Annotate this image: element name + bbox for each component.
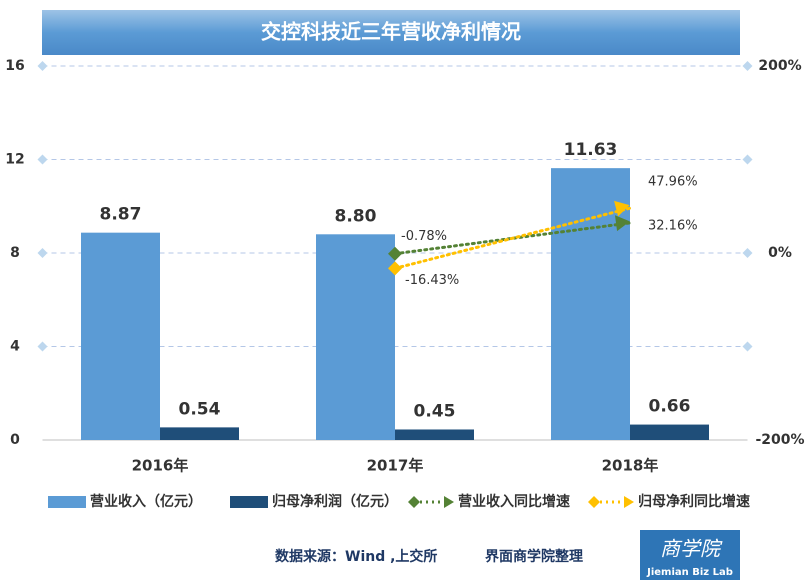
y-tick-label: 4 [10,339,20,355]
legend-label: 归母净利润（亿元） [272,493,398,510]
arrow-marker [614,215,630,232]
y-tick-label: 16 [5,58,24,74]
logo-text: Jiemian Biz Lab [646,567,733,578]
bar-label: 0.45 [414,401,456,421]
grid-marker [742,61,753,71]
legend-swatch [588,496,600,508]
arrow-marker [614,200,630,217]
legend-swatch [230,496,268,508]
bar-label: 11.63 [564,140,618,160]
credit: 界面商学院整理 [485,548,583,565]
grid-marker [742,248,753,258]
x-tick-label: 2017年 [367,457,424,475]
legend-label: 营业收入（亿元） [90,493,202,510]
grid-marker [37,61,48,71]
grid-marker [742,341,753,352]
x-tick-label: 2018年 [602,457,659,475]
point-marker [388,246,402,261]
bar [81,232,160,440]
line-label: 47.96% [648,175,698,190]
bar-label: 0.54 [179,399,221,419]
bar-label: 8.80 [335,206,377,226]
legend-label: 归母净利同比增速 [638,493,750,510]
bar [630,424,709,440]
line [393,206,632,270]
line-label: 32.16% [648,218,698,233]
y-tick-label: 12 [5,152,24,168]
bar [316,234,395,440]
legend-label: 营业收入同比增速 [458,493,570,510]
y-tick-label: 8 [10,245,20,261]
bar-label: 8.87 [100,205,142,225]
y2-tick-label: 0% [768,245,792,261]
x-tick-label: 2016年 [132,457,189,475]
y-tick-label: 0 [10,432,20,448]
legend-swatch [408,496,420,508]
legend-swatch [444,496,454,508]
grid-marker [37,154,48,165]
line-label: -0.78% [401,229,447,244]
bar [395,429,474,440]
bar [551,168,630,440]
bar-label: 0.66 [649,397,691,417]
legend-swatch [48,496,86,508]
grid-marker [37,341,48,352]
source: 数据来源：Wind ,上交所 [275,548,437,565]
line-label: -16.43% [405,273,459,288]
y2-tick-label: 200% [758,58,801,74]
chart-title: 交控科技近三年营收净利情况 [261,20,521,44]
grid-marker [742,154,753,165]
logo-script: 商学院 [660,537,723,561]
grid-marker [37,248,48,258]
y2-tick-label: -200% [755,432,804,448]
legend-swatch [624,496,634,508]
bar [160,427,239,440]
logo-box [640,530,740,580]
title-banner [42,10,740,55]
point-marker [388,261,402,276]
